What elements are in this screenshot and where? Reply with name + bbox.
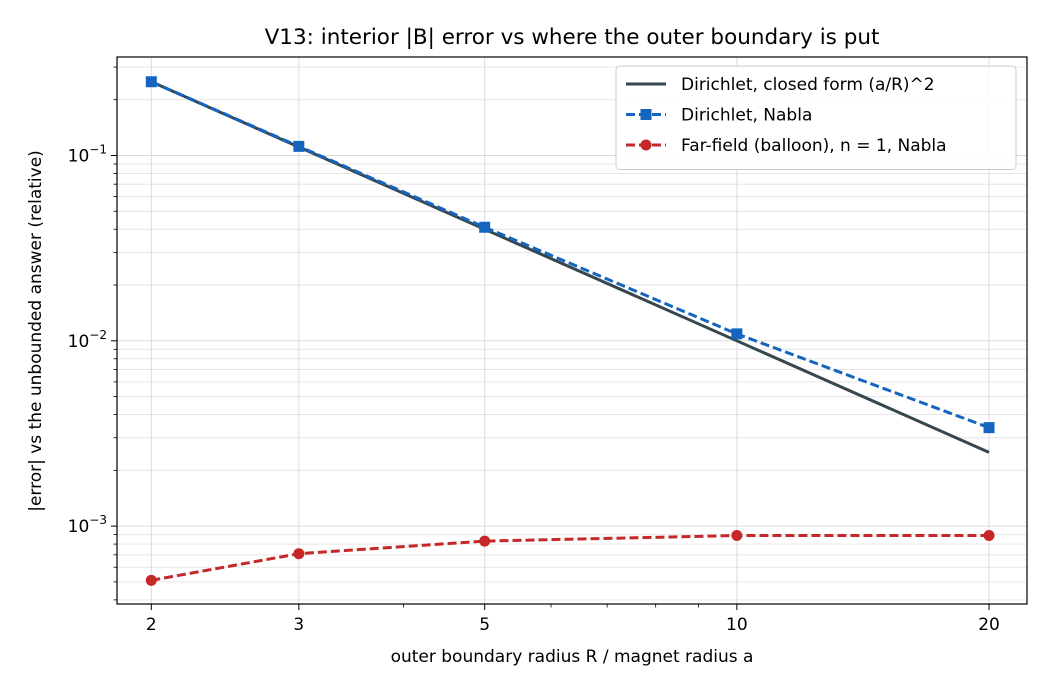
x-axis-label: outer boundary radius R / magnet radius … — [391, 647, 754, 667]
y-tick-label: 10−1 — [68, 142, 107, 166]
series-2 — [145, 530, 995, 586]
x-tick-label: 10 — [726, 615, 748, 635]
x-tick-label: 5 — [479, 615, 490, 635]
legend-box — [615, 65, 1017, 170]
legend-entry: Dirichlet, closed form (a/R)^2 — [626, 75, 935, 95]
data-point — [479, 535, 491, 547]
series-line — [150, 80, 990, 430]
y-tick-label: 10−2 — [68, 328, 107, 352]
data-point — [145, 76, 157, 88]
legend-marker — [640, 109, 652, 120]
data-point — [479, 221, 491, 233]
legend-label: Far-field (balloon), n = 1, Nabla — [681, 136, 947, 156]
series-1 — [145, 76, 995, 434]
series-line — [151, 534, 990, 582]
legend-label: Dirichlet, closed form (a/R)^2 — [681, 75, 935, 95]
data-point — [293, 140, 305, 152]
data-point — [731, 328, 743, 340]
legend-entry: Far-field (balloon), n = 1, Nabla — [626, 136, 947, 156]
chart-title: V13: interior |B| error vs where the out… — [265, 25, 880, 50]
y-tick-label: 10−3 — [68, 513, 107, 537]
data-point — [983, 422, 995, 434]
legend-label: Dirichlet, Nabla — [681, 106, 812, 126]
ticks-layer: 2 3 5 10 20 10−3 10−2 10−1 — [68, 66, 1000, 635]
y-axis-label: |error| vs the unbounded answer (relativ… — [26, 150, 46, 512]
legend-marker — [640, 139, 652, 151]
series-layer — [145, 76, 995, 586]
x-tick-label: 20 — [978, 615, 1000, 635]
x-tick-label: 3 — [293, 615, 304, 635]
plot-frame — [116, 56, 1028, 605]
grid-layer — [117, 57, 1027, 604]
legend-entry: Dirichlet, Nabla — [626, 106, 812, 126]
legend: Dirichlet, closed form (a/R)^2 Dirichlet,… — [615, 65, 1017, 170]
x-tick-label: 2 — [146, 615, 157, 635]
data-point — [731, 530, 743, 542]
data-point — [983, 530, 995, 542]
data-point — [293, 548, 305, 560]
data-point — [145, 574, 157, 586]
